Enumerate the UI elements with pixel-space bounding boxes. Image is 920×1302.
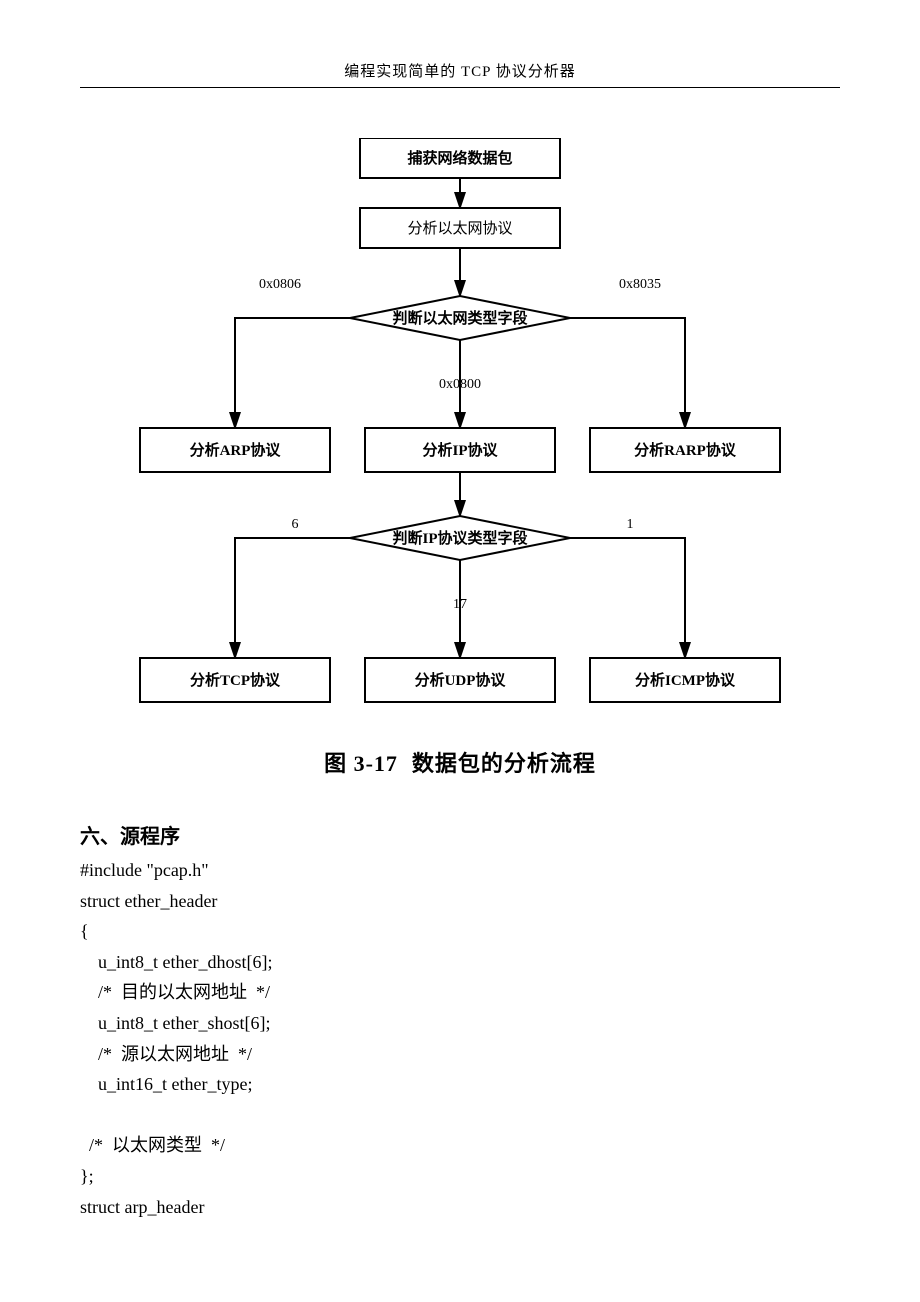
svg-text:分析RARP协议: 分析RARP协议 bbox=[634, 441, 737, 459]
page: 编程实现简单的 TCP 协议分析器 0x0806 0x8035 0x0800 6 1 17… bbox=[0, 0, 920, 1282]
flowchart-diagram: 0x0806 0x8035 0x0800 6 1 17 捕获网络数据包分析以太网协议判断以太… bbox=[80, 138, 840, 728]
source-code: #include "pcap.h" struct ether_header { … bbox=[80, 855, 840, 1222]
svg-text:6: 6 bbox=[292, 517, 299, 532]
svg-text:分析IP协议: 分析IP协议 bbox=[422, 441, 498, 459]
svg-text:判断以太网类型字段: 判断以太网类型字段 bbox=[392, 309, 527, 327]
svg-text:分析ICMP协议: 分析ICMP协议 bbox=[635, 671, 736, 689]
svg-text:0x0800: 0x0800 bbox=[439, 377, 481, 392]
figure-caption: 图 3-17 数据包的分析流程 bbox=[80, 746, 840, 778]
svg-text:分析ARP协议: 分析ARP协议 bbox=[190, 441, 282, 459]
flowchart-svg: 0x0806 0x8035 0x0800 6 1 17 捕获网络数据包分析以太网协议判断以太… bbox=[80, 138, 840, 728]
svg-text:0x8035: 0x8035 bbox=[619, 277, 661, 292]
svg-text:1: 1 bbox=[627, 517, 634, 532]
svg-text:分析UDP协议: 分析UDP协议 bbox=[415, 671, 507, 689]
section-title: 六、源程序 bbox=[80, 820, 840, 849]
svg-text:捕获网络数据包: 捕获网络数据包 bbox=[407, 149, 512, 167]
svg-text:分析TCP协议: 分析TCP协议 bbox=[190, 671, 281, 689]
svg-text:17: 17 bbox=[453, 597, 467, 612]
figure-caption-text: 数据包的分析流程 bbox=[412, 751, 596, 776]
svg-text:判断IP协议类型字段: 判断IP协议类型字段 bbox=[392, 529, 527, 547]
page-header: 编程实现简单的 TCP 协议分析器 bbox=[80, 60, 840, 88]
figure-number: 图 3-17 bbox=[324, 751, 398, 776]
svg-text:0x0806: 0x0806 bbox=[259, 277, 301, 292]
svg-text:分析以太网协议: 分析以太网协议 bbox=[407, 220, 512, 237]
